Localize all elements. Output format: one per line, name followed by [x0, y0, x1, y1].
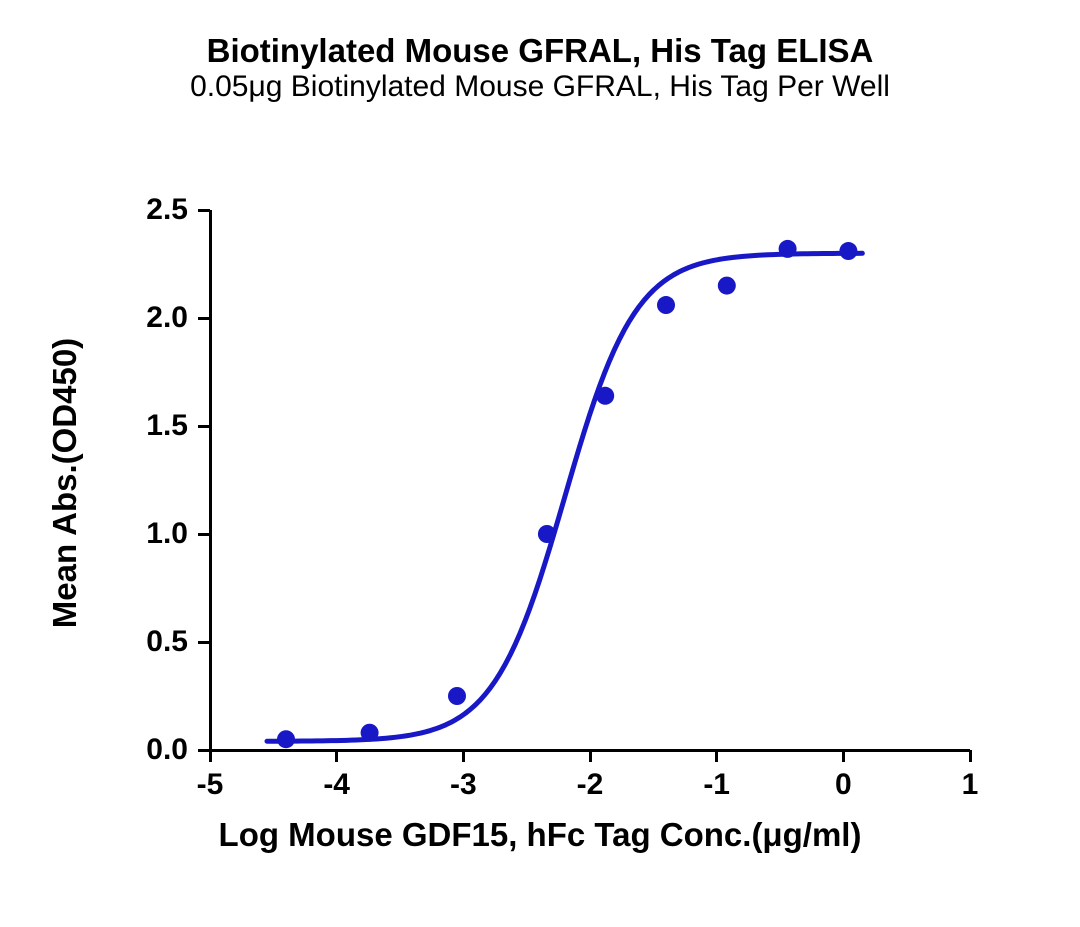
x-tick — [209, 750, 212, 762]
y-tick — [198, 425, 210, 428]
chart-container: Biotinylated Mouse GFRAL, His Tag ELISA … — [0, 0, 1080, 927]
y-tick-label: 2.0 — [128, 301, 188, 335]
y-axis-title: Mean Abs.(OD450) — [46, 213, 84, 753]
x-tick-label: -2 — [577, 768, 604, 802]
y-tick — [198, 209, 210, 212]
x-tick — [969, 750, 972, 762]
x-tick — [462, 750, 465, 762]
y-tick — [198, 317, 210, 320]
y-tick-label: 1.5 — [128, 409, 188, 443]
fit-curve — [267, 253, 862, 741]
chart-title-main: Biotinylated Mouse GFRAL, His Tag ELISA — [0, 32, 1080, 70]
x-tick-label: -4 — [323, 768, 350, 802]
y-axis-line — [209, 210, 212, 750]
x-tick — [335, 750, 338, 762]
chart-subtitle: 0.05μg Biotinylated Mouse GFRAL, His Tag… — [0, 70, 1080, 104]
x-tick — [842, 750, 845, 762]
y-tick — [198, 641, 210, 644]
x-axis-title: Log Mouse GDF15, hFc Tag Conc.(μg/ml) — [0, 816, 1080, 854]
data-point — [277, 730, 295, 748]
data-point — [657, 296, 675, 314]
x-tick-label: 1 — [962, 768, 979, 802]
x-tick-label: 0 — [835, 768, 852, 802]
plot-area — [210, 210, 970, 750]
x-tick-label: -3 — [450, 768, 477, 802]
x-tick — [589, 750, 592, 762]
x-tick-label: -5 — [197, 768, 224, 802]
y-tick-label: 2.5 — [128, 193, 188, 227]
plot-svg — [210, 210, 970, 750]
y-tick-label: 1.0 — [128, 517, 188, 551]
data-point — [779, 240, 797, 258]
y-tick-label: 0.5 — [128, 625, 188, 659]
data-point — [361, 724, 379, 742]
data-point — [718, 277, 736, 295]
y-tick-label: 0.0 — [128, 733, 188, 767]
x-tick-label: -1 — [703, 768, 730, 802]
data-point — [596, 387, 614, 405]
data-point — [538, 525, 556, 543]
y-tick — [198, 749, 210, 752]
x-tick — [715, 750, 718, 762]
y-tick — [198, 533, 210, 536]
data-point — [839, 242, 857, 260]
data-point — [448, 687, 466, 705]
chart-title-block: Biotinylated Mouse GFRAL, His Tag ELISA … — [0, 32, 1080, 104]
